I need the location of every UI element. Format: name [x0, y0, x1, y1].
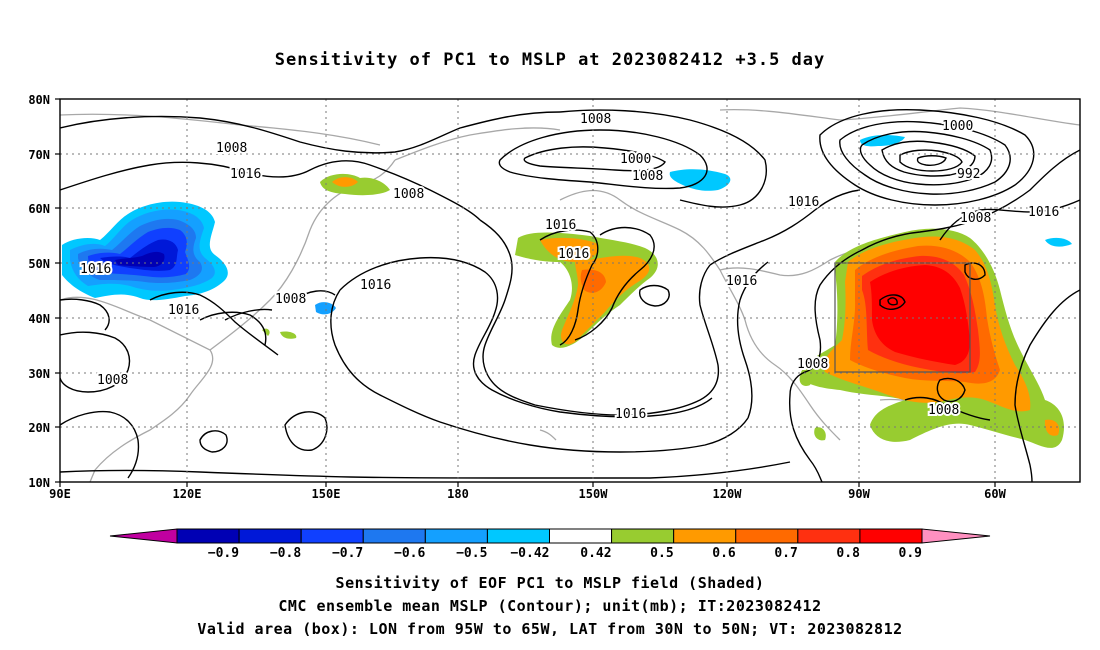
latitude-labels: 80N 70N 60N 50N 40N 30N 20N 10N	[28, 93, 50, 490]
lat-tick-label: 60N	[28, 202, 50, 216]
colorbar-label: 0.9	[899, 546, 922, 561]
contour-label: 1008	[97, 373, 128, 388]
contour-label: 1016	[168, 303, 199, 318]
negative-sensitivity-shading	[62, 135, 1072, 315]
lat-tick-label: 30N	[28, 367, 50, 381]
colorbar-boxes	[176, 528, 923, 544]
contour-label: 1000	[942, 119, 973, 134]
colorbar-box	[424, 528, 488, 544]
colorbar-label: 0.7	[774, 546, 797, 561]
contour-label: 1008	[928, 403, 959, 418]
colorbar-label: 0.5	[650, 546, 673, 561]
colorbar-label: −0.6	[394, 546, 425, 561]
contour-label: 1008	[580, 112, 611, 127]
colorbar-box	[238, 528, 302, 544]
colorbar-box	[300, 528, 364, 544]
colorbar-box	[176, 528, 240, 544]
contour-label: 992	[957, 167, 980, 182]
lat-tick-label: 70N	[28, 148, 50, 162]
contour-label: 1008	[797, 357, 828, 372]
caption-shaded: Sensitivity of EOF PC1 to MSLP field (Sh…	[335, 574, 765, 592]
colorbar-label: −0.5	[456, 546, 487, 561]
contour-label: 1016	[545, 218, 576, 233]
lon-tick-label: 60W	[984, 487, 1006, 501]
lon-tick-label: 120W	[713, 487, 743, 501]
colorbar-label: −0.7	[332, 546, 363, 561]
lat-tick-label: 50N	[28, 257, 50, 271]
colorbar-box	[549, 528, 613, 544]
contour-label: 1016	[788, 195, 819, 210]
lat-tick-label: 80N	[28, 93, 50, 107]
caption-contour: CMC ensemble mean MSLP (Contour); unit(m…	[278, 597, 822, 615]
contour-label: 1016	[230, 167, 261, 182]
colorbar-label: −0.8	[270, 546, 301, 561]
axis-ticks	[55, 98, 996, 487]
lon-tick-label: 180	[447, 487, 469, 501]
colorbar-label: −0.9	[208, 546, 239, 561]
contour-label: 1008	[275, 292, 306, 307]
lat-tick-label: 10N	[28, 476, 50, 490]
contour-label: 1016	[726, 274, 757, 289]
contour-label: 1000	[620, 152, 651, 167]
colorbar-low-end	[109, 528, 178, 544]
colorbar-box	[486, 528, 550, 544]
contour-label: 1008	[960, 211, 991, 226]
lat-tick-label: 40N	[28, 312, 50, 326]
colorbar: −0.9 −0.8 −0.7 −0.6 −0.5 −0.42 0.42 0.5 0.6 0.7 0.…	[109, 528, 991, 561]
colorbar-high-end	[921, 528, 991, 544]
colorbar-label: 0.42	[580, 546, 611, 561]
contour-label: 1016	[558, 247, 589, 262]
caption-valid-area: Valid area (box): LON from 95W to 65W, L…	[197, 620, 903, 638]
contour-label: 1016	[80, 262, 111, 277]
colorbar-label: 0.6	[712, 546, 736, 561]
contour-label: 1016	[615, 407, 646, 422]
contour-label: 1016	[360, 278, 391, 293]
lon-tick-label: 120E	[173, 487, 202, 501]
grid	[60, 99, 1080, 482]
positive-sensitivity-shading	[262, 173, 1065, 448]
colorbar-box	[673, 528, 737, 544]
longitude-labels: 90E 120E 150E 180 150W 120W 90W 60W	[49, 487, 1006, 501]
lon-tick-label: 90E	[49, 487, 71, 501]
mslp-contours	[60, 108, 1080, 482]
colorbar-label: 0.8	[836, 546, 860, 561]
colorbar-box	[611, 528, 675, 544]
map-frame	[59, 98, 1081, 483]
map-title: Sensitivity of PC1 to MSLP at 2023082412…	[274, 50, 826, 70]
lat-tick-label: 20N	[28, 421, 50, 435]
contour-label: 1016	[1028, 205, 1059, 220]
colorbar-box	[362, 528, 426, 544]
colorbar-box	[735, 528, 799, 544]
contour-label: 1008	[393, 187, 424, 202]
colorbar-box	[797, 528, 861, 544]
colorbar-label: −0.42	[510, 546, 549, 561]
contour-label: 1008	[632, 169, 663, 184]
lon-tick-label: 150W	[579, 487, 609, 501]
colorbar-labels: −0.9 −0.8 −0.7 −0.6 −0.5 −0.42 0.42 0.5 0.6 0.7 0.…	[208, 546, 922, 561]
lon-tick-label: 90W	[848, 487, 870, 501]
contour-label: 1008	[216, 141, 247, 156]
lon-tick-label: 150E	[312, 487, 341, 501]
contour-labels: 1008 1008 1000 1008 1000 992 1008 1016 1…	[78, 110, 1061, 424]
colorbar-box	[859, 528, 923, 544]
